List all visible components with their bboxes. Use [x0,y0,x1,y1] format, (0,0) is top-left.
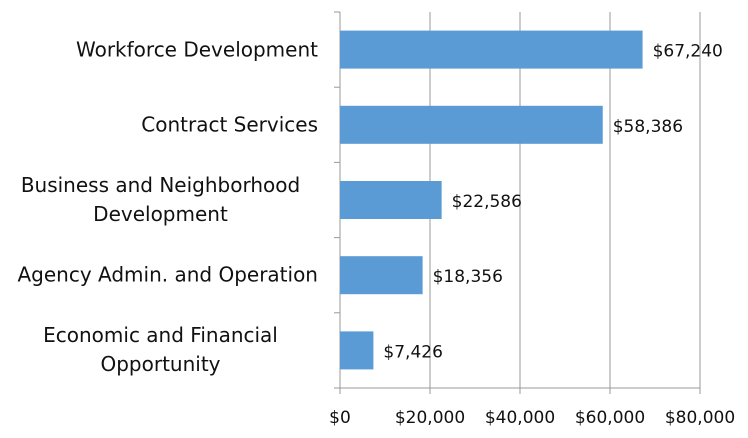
bar [340,181,442,219]
category-label: Workforce Development [75,37,318,62]
x-tick-label: $40,000 [485,408,555,428]
category-label: Agency Admin. and Operation [17,262,318,287]
x-tick-label: $0 [329,408,351,428]
x-tick-label: $20,000 [395,408,465,428]
value-label: $18,356 [433,267,503,287]
x-tick-label: $80,000 [665,408,735,428]
x-tick-label: $60,000 [575,408,645,428]
value-label: $67,240 [653,42,723,62]
category-label: Contract Services [141,112,318,137]
value-label: $22,586 [452,192,522,212]
value-label: $7,426 [383,342,442,362]
bar [340,331,374,370]
bar [340,256,423,295]
bar [340,105,603,144]
bar [340,30,643,69]
category-label: Economic and Financial Opportunity [43,323,278,377]
category-label: Business and Neighborhood Development [20,173,301,226]
value-label: $58,386 [613,117,683,137]
